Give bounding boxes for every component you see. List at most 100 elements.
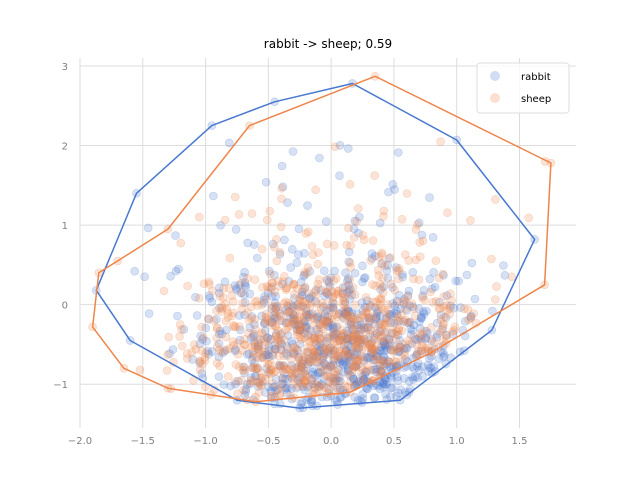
rabbit-point [338, 359, 348, 368]
rabbit-point [384, 187, 393, 197]
sheep-point [279, 351, 289, 361]
rabbit-point [214, 352, 224, 362]
sheep-point [221, 332, 231, 342]
sheep-point [377, 337, 387, 347]
rabbit-point [277, 161, 287, 171]
sheep-point [329, 305, 339, 315]
sheep-point [400, 351, 410, 360]
rabbit-point [379, 337, 389, 347]
sheep-point [368, 314, 378, 324]
sheep-point [395, 343, 405, 352]
rabbit-point [319, 372, 329, 382]
sheep-point [368, 280, 377, 289]
sheep-point [243, 273, 252, 283]
rabbit-point [324, 290, 334, 300]
sheep-point [377, 320, 387, 329]
rabbit-point [267, 304, 276, 313]
sheep-point [294, 353, 304, 363]
rabbit-point [347, 290, 356, 300]
rabbit-point [305, 294, 314, 303]
rabbit-point [297, 398, 307, 407]
rabbit-point [232, 283, 241, 293]
rabbit-point [376, 361, 385, 371]
y-tick-label: 1 [62, 221, 68, 232]
sheep-point [301, 371, 311, 381]
rabbit-point [413, 373, 422, 383]
rabbit-point [241, 282, 251, 292]
sheep-point [349, 332, 359, 342]
sheep-point [450, 322, 460, 332]
sheep-point [350, 361, 359, 371]
rabbit-point [295, 339, 305, 349]
sheep-point [351, 343, 360, 352]
sheep-point [271, 366, 281, 376]
sheep-point [282, 283, 291, 293]
rabbit-point [351, 361, 361, 371]
rabbit-point [358, 261, 367, 271]
rabbit-point [405, 317, 415, 327]
sheep-point [334, 352, 344, 362]
rabbit-point [312, 325, 322, 335]
rabbit-point [337, 331, 347, 341]
rabbit-point [352, 379, 361, 389]
rabbit-point [328, 298, 338, 307]
rabbit-point [343, 144, 353, 153]
sheep-point [352, 331, 361, 340]
rabbit-point [271, 344, 281, 354]
rabbit-point [344, 280, 354, 290]
rabbit-point [371, 364, 380, 374]
sheep-point [212, 324, 222, 333]
rabbit-point [367, 254, 377, 263]
sheep-point [352, 344, 362, 353]
rabbit-point [307, 397, 317, 407]
rabbit-point [307, 379, 317, 389]
rabbit-point [393, 148, 403, 157]
sheep-point [394, 264, 404, 273]
y-tick-label: −1 [53, 380, 68, 391]
sheep-point [253, 377, 263, 387]
rabbit-point [300, 283, 310, 293]
sheep-point [277, 194, 286, 204]
rabbit-point [324, 277, 334, 287]
sheep-point [314, 327, 324, 337]
rabbit-point [196, 331, 205, 341]
rabbit-point [396, 304, 406, 313]
rabbit-point [365, 316, 375, 326]
sheep-point [208, 286, 217, 296]
rabbit-point [335, 352, 344, 361]
rabbit-point [348, 324, 357, 334]
sheep-point [384, 316, 393, 325]
sheep-point [215, 345, 224, 355]
sheep-point [375, 360, 384, 369]
sheep-point [274, 339, 284, 349]
rabbit-point [275, 249, 285, 259]
sheep-point [400, 250, 410, 259]
sheep-point [305, 302, 315, 311]
sheep-point [347, 325, 357, 335]
sheep-point [338, 293, 348, 302]
rabbit-point [259, 295, 269, 305]
rabbit-point [325, 321, 335, 331]
rabbit-point [398, 270, 407, 279]
rabbit-point [403, 291, 413, 300]
rabbit-point [418, 291, 428, 301]
sheep-point [329, 353, 339, 363]
sheep-point [250, 297, 260, 307]
sheep-point [300, 352, 309, 361]
sheep-point [271, 331, 281, 341]
sheep-point [342, 240, 352, 250]
sheep-point [327, 314, 337, 324]
rabbit-point [280, 374, 290, 384]
sheep-point [358, 354, 368, 364]
rabbit-point [309, 351, 318, 361]
sheep-point [218, 293, 228, 303]
sheep-point [328, 292, 338, 302]
rabbit-point [343, 350, 353, 360]
rabbit-point [310, 383, 320, 393]
sheep-point [385, 253, 395, 262]
sheep-point [418, 293, 427, 303]
rabbit-point [335, 383, 345, 393]
sheep-point [321, 383, 331, 393]
rabbit-point [262, 364, 272, 373]
rabbit-point [417, 314, 426, 323]
